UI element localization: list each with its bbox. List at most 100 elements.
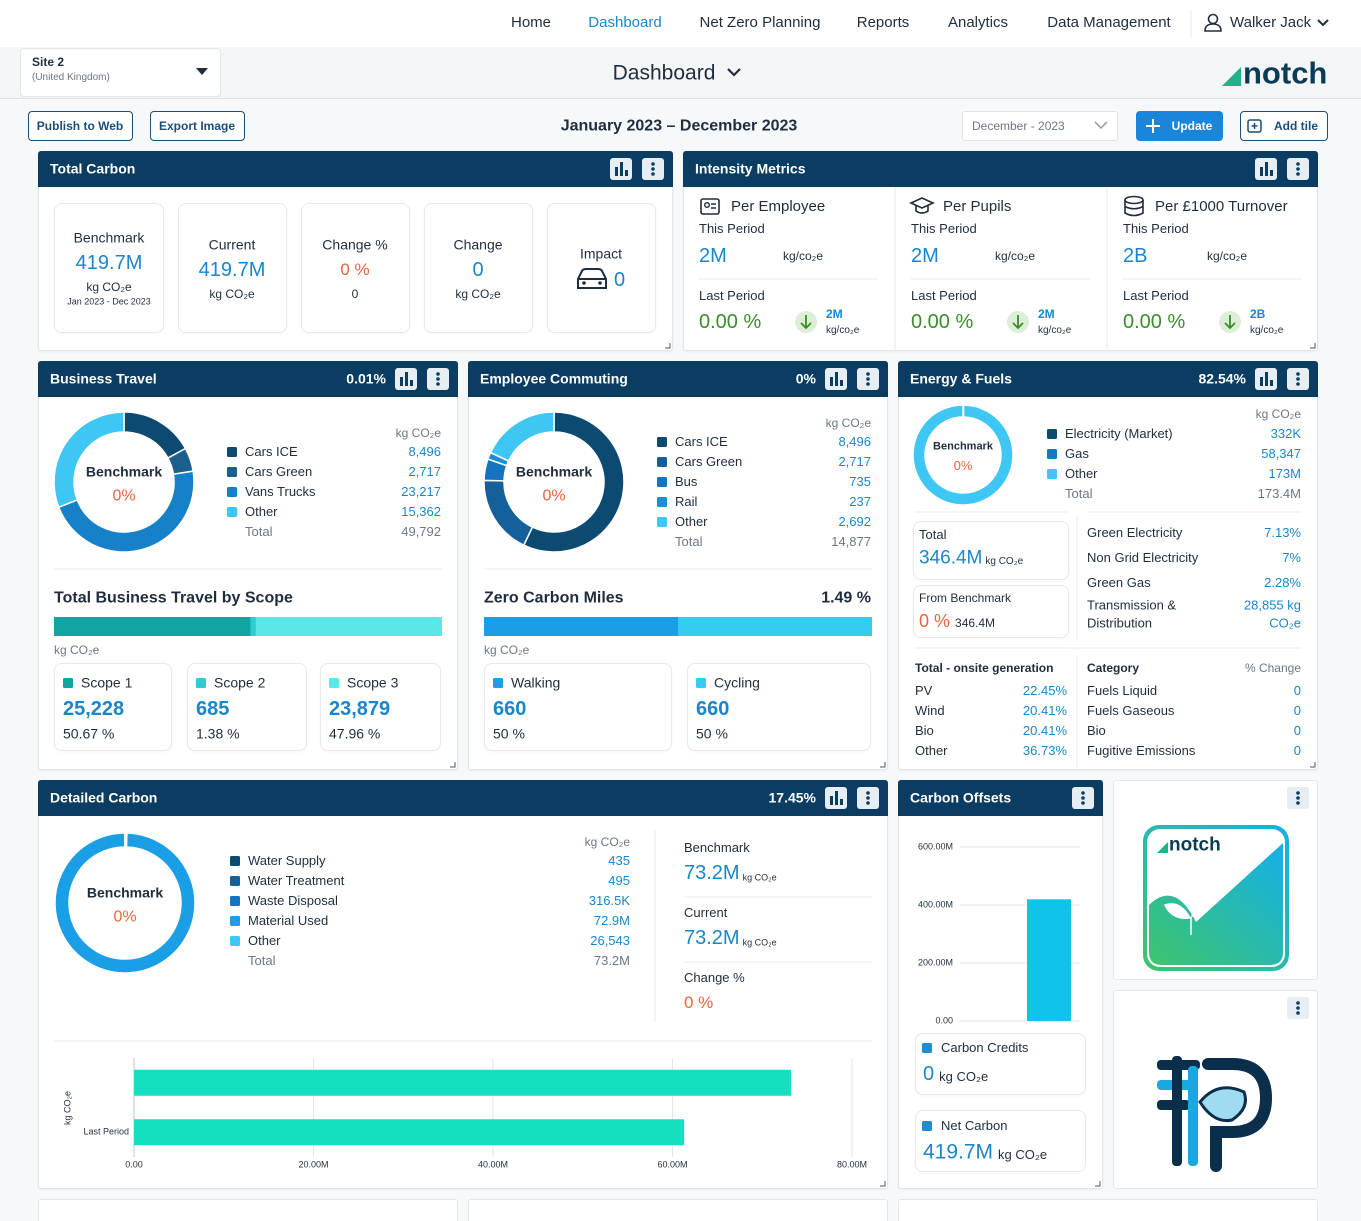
car-icon bbox=[598, 281, 602, 285]
panel-header bbox=[38, 361, 458, 397]
metric-icon bbox=[1124, 200, 1144, 217]
trend-icon bbox=[1224, 315, 1236, 330]
icon-part bbox=[1296, 1006, 1300, 1010]
resize-handle bbox=[1310, 762, 1316, 768]
site-selector[interactable] bbox=[20, 48, 221, 97]
chevron bbox=[727, 68, 741, 77]
metric-icon bbox=[909, 197, 935, 214]
icon-part bbox=[830, 377, 833, 386]
card bbox=[687, 663, 871, 751]
chevron bbox=[1094, 121, 1108, 130]
logo-leaf bbox=[1163, 896, 1216, 935]
tile-art bbox=[1202, 1058, 1273, 1172]
icon-part bbox=[1265, 372, 1268, 386]
icon-part bbox=[866, 382, 870, 386]
icon-part bbox=[830, 796, 833, 805]
icon-part bbox=[1081, 796, 1085, 800]
dropdown-arrow bbox=[196, 68, 208, 75]
icon-part bbox=[866, 796, 870, 800]
icon-part bbox=[1296, 791, 1300, 795]
legend-swatch bbox=[493, 678, 503, 688]
publish-button[interactable] bbox=[28, 111, 133, 141]
icon-part bbox=[1260, 167, 1263, 176]
tile-art bbox=[1188, 1066, 1198, 1166]
legend-swatch bbox=[230, 936, 240, 946]
metric-icon bbox=[711, 203, 716, 209]
donut-segment bbox=[522, 411, 625, 553]
icon-part bbox=[835, 791, 838, 805]
icon-part bbox=[1296, 1011, 1300, 1015]
stacked-bar-segment bbox=[484, 617, 678, 636]
metric-icon bbox=[1124, 195, 1144, 205]
legend-swatch bbox=[922, 1043, 932, 1053]
icon-part bbox=[1296, 796, 1300, 800]
legend-swatch bbox=[227, 467, 237, 477]
legend-swatch bbox=[230, 916, 240, 926]
icon-part bbox=[866, 372, 870, 376]
stacked-bar-segment bbox=[54, 617, 251, 636]
icon-part bbox=[405, 372, 408, 386]
icon-part bbox=[436, 372, 440, 376]
donut-segment bbox=[489, 411, 555, 462]
icon-part bbox=[1081, 791, 1085, 795]
user-icon bbox=[1204, 23, 1222, 32]
donut-segment bbox=[912, 404, 1014, 506]
donut-segment bbox=[57, 470, 195, 553]
icon-part bbox=[1296, 382, 1300, 386]
panel bbox=[898, 1199, 1318, 1221]
legend-swatch bbox=[63, 678, 73, 688]
icon-part bbox=[1296, 162, 1300, 166]
resize-handle bbox=[665, 343, 671, 349]
brand-mark bbox=[1157, 842, 1168, 853]
card bbox=[320, 663, 441, 751]
logo-shape bbox=[1149, 843, 1283, 965]
trend-icon bbox=[1012, 315, 1024, 330]
icon-part bbox=[1296, 801, 1300, 805]
car-icon bbox=[577, 268, 607, 289]
panel-header bbox=[468, 361, 888, 397]
tile-art bbox=[1198, 1086, 1247, 1123]
legend-swatch bbox=[696, 678, 706, 688]
card bbox=[301, 203, 410, 333]
icon-part bbox=[620, 162, 623, 176]
trend-icon bbox=[800, 315, 812, 330]
legend-swatch bbox=[657, 517, 667, 527]
add-icon bbox=[1247, 119, 1262, 133]
icon-part bbox=[840, 799, 843, 805]
donut-segment bbox=[483, 479, 534, 547]
panel bbox=[468, 1199, 888, 1221]
card bbox=[913, 585, 1069, 638]
stacked-bar-segment bbox=[678, 617, 872, 636]
icon-part bbox=[436, 382, 440, 386]
bar bbox=[1027, 899, 1071, 1021]
card bbox=[424, 203, 533, 333]
metric-icon bbox=[700, 198, 720, 215]
panel-header bbox=[898, 780, 1103, 816]
plus-icon bbox=[1146, 119, 1160, 133]
card bbox=[915, 1110, 1086, 1172]
icon-part bbox=[1270, 380, 1273, 386]
resize-handle bbox=[1310, 343, 1316, 349]
tile-art bbox=[1172, 1056, 1182, 1166]
export-button[interactable] bbox=[150, 111, 245, 141]
icon-part bbox=[651, 172, 655, 176]
card bbox=[54, 203, 164, 333]
icon-part bbox=[625, 170, 628, 176]
icon-part bbox=[1296, 372, 1300, 376]
icon-part bbox=[651, 167, 655, 171]
brand-mark bbox=[1222, 67, 1241, 86]
month-select[interactable] bbox=[962, 111, 1118, 141]
card bbox=[915, 1033, 1086, 1095]
legend-swatch bbox=[657, 457, 667, 467]
sub-header bbox=[0, 47, 1361, 99]
legend-swatch bbox=[230, 856, 240, 866]
icon-part bbox=[1296, 377, 1300, 381]
icon-part bbox=[866, 801, 870, 805]
add-icon bbox=[1251, 123, 1258, 129]
legend-swatch bbox=[1047, 469, 1057, 479]
legend-swatch bbox=[227, 447, 237, 457]
resize-handle bbox=[880, 762, 886, 768]
icon-part bbox=[436, 377, 440, 381]
icon-part bbox=[1260, 377, 1263, 386]
top-nav bbox=[0, 0, 1361, 47]
